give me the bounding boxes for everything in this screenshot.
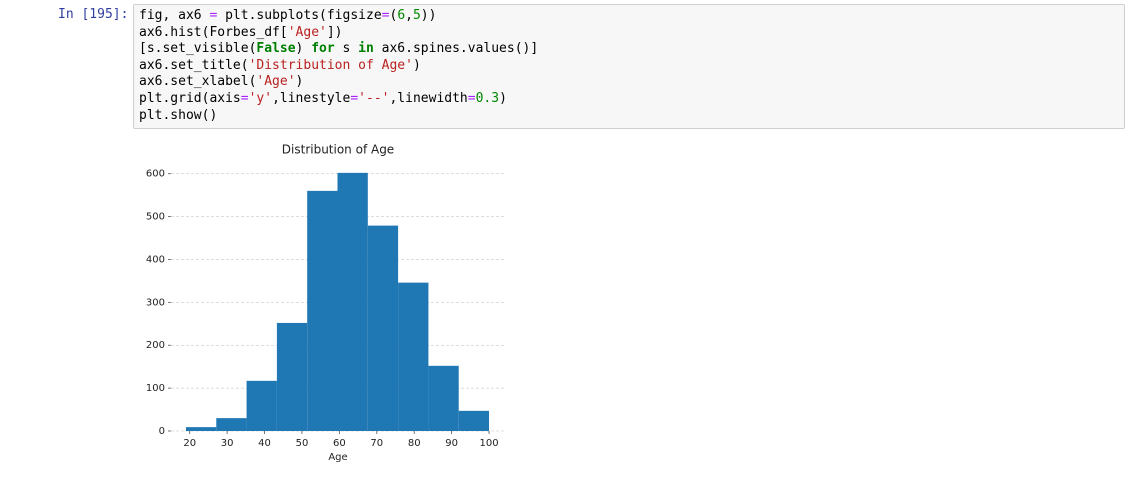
chart-title: Distribution of Age [282,143,394,157]
y-tick-label: 100 [146,383,165,394]
code-line: fig, ax6 = plt.subplots(figsize=(6,5)) [139,8,437,23]
bar [398,282,429,431]
code-line: ax6.set_title('Distribution of Age') [139,57,421,73]
code-line: plt.grid(axis='y',linestyle='--',linewid… [139,90,507,106]
x-tick-label: 100 [479,438,498,449]
x-tick-label: 40 [258,438,271,449]
y-tick-label: 300 [146,297,165,308]
bar [216,418,247,431]
x-tick-label: 70 [370,438,383,449]
x-axis-label: Age [328,452,347,463]
x-tick-label: 90 [445,438,458,449]
y-tick-label: 0 [159,426,165,437]
bar [185,427,217,431]
bar [367,225,399,431]
bar [246,380,277,431]
bar [428,365,459,431]
bar [307,190,338,431]
code: fig, ax6 = plt.subplots(figsize=(6,5)) ax… [139,8,538,124]
code-cell[interactable]: fig, ax6 = plt.subplots(figsize=(6,5)) ax… [133,4,1125,129]
y-tick-label: 500 [146,212,165,223]
x-tick-label: 20 [183,438,196,449]
x-tick-label: 50 [296,438,309,449]
cell-prompt: In [195]: [58,7,129,22]
code-line: [s.set_visible(False) for s in ax6.spine… [139,41,539,57]
bar [337,172,368,431]
code-line: ax6.hist(Forbes_df['Age']) [139,24,343,40]
code-line: plt.show() [139,107,218,123]
y-tick-label: 200 [146,340,165,351]
code-line: ax6.set_xlabel('Age') [139,74,304,90]
bar [458,410,490,431]
x-tick-label: 30 [221,438,234,449]
y-tick-label: 400 [146,254,165,265]
bar [276,322,308,431]
x-tick-label: 60 [333,438,346,449]
x-tick-label: 80 [408,438,421,449]
y-tick-label: 600 [146,169,165,180]
